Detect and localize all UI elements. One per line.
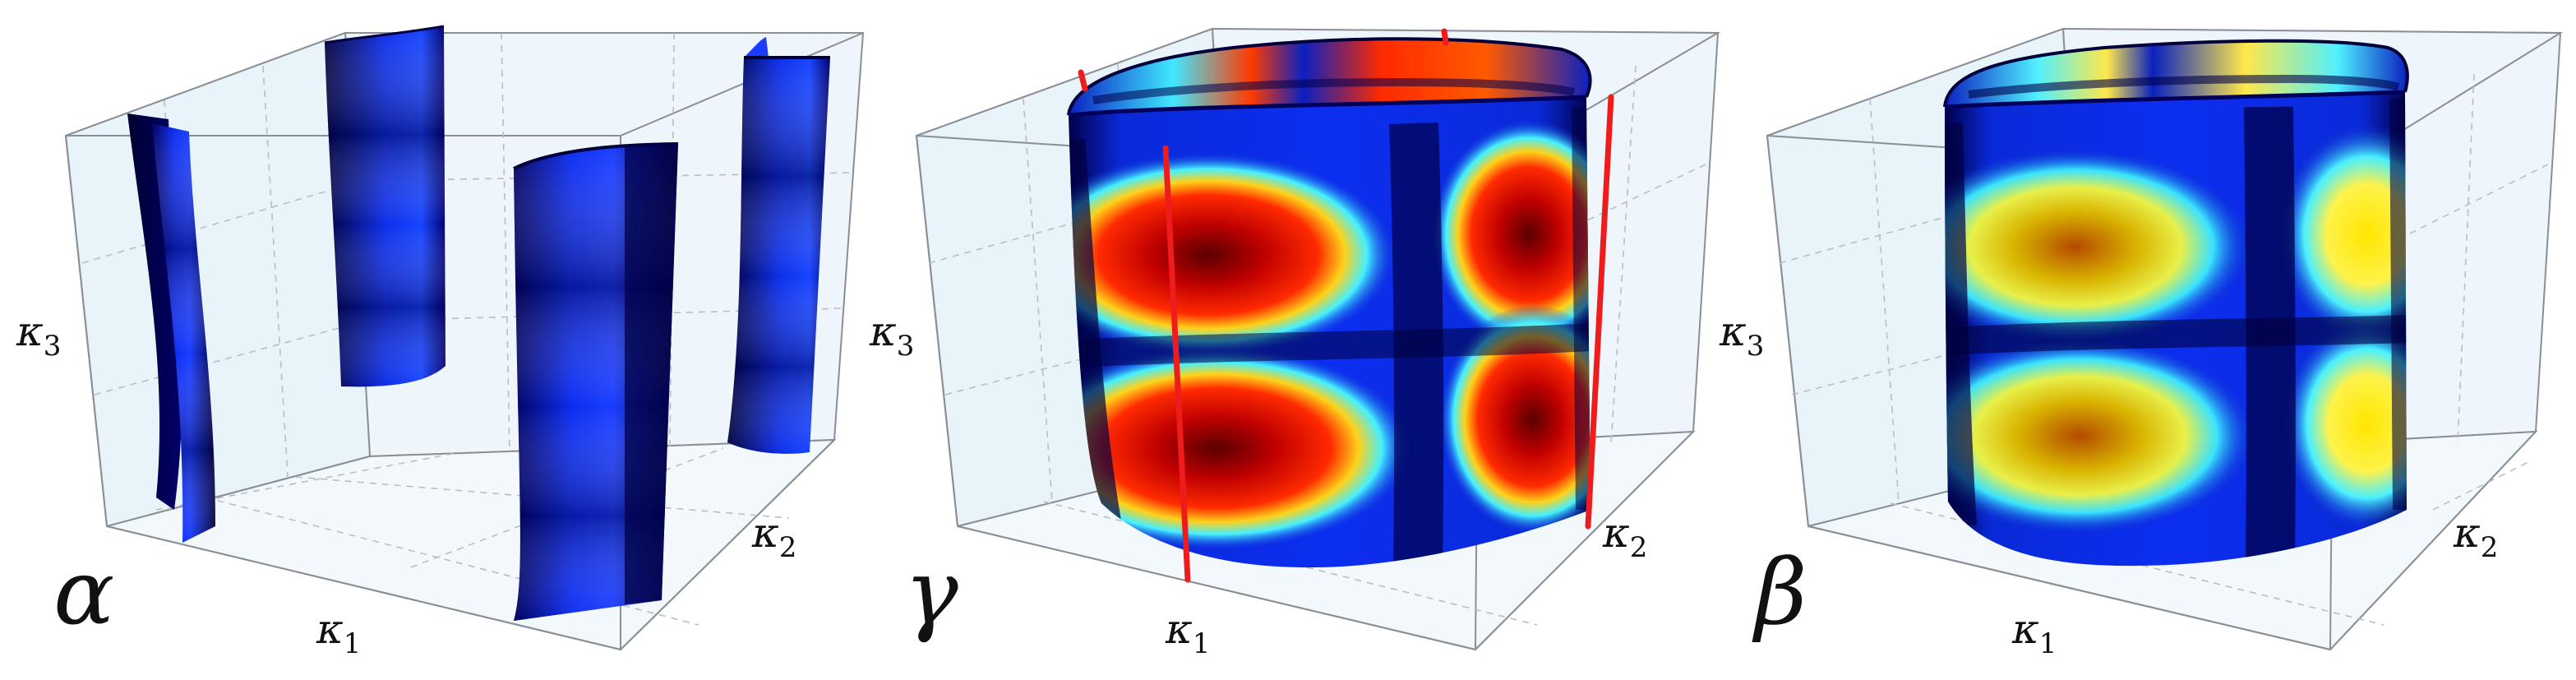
panel-alpha: κ3 κ1 κ2 α (16, 25, 865, 660)
alpha-axis-x-label: κ1 (316, 605, 361, 660)
beta-axis-y-label: κ2 (2453, 509, 2498, 564)
gamma-axis-y-label: κ2 (1602, 509, 1647, 564)
alpha-sheet-left (127, 113, 215, 543)
gamma-surface (1067, 37, 1592, 568)
beta-panel-label: β (1752, 539, 1807, 645)
gamma-line-front (1162, 145, 1191, 583)
gamma-panel-label: γ (904, 539, 958, 645)
gamma-axis-z-label: κ3 (869, 308, 914, 363)
panel-beta: κ3 κ1 κ2 β (1719, 27, 2564, 660)
beta-surface (1943, 39, 2409, 567)
beta-axis-z-label: κ3 (1719, 308, 1764, 363)
gamma-highlight-lines (1078, 28, 1614, 583)
alpha-sheet-right (727, 37, 830, 454)
alpha-axis-z-label: κ3 (16, 308, 61, 363)
alpha-sheet-front (513, 142, 679, 621)
gamma-line-back-left (1078, 69, 1088, 92)
gamma-axis-x-label: κ1 (1165, 605, 1210, 660)
beta-axis-x-label: κ1 (2011, 605, 2057, 660)
alpha-sheet-back (324, 25, 445, 387)
gamma-line-back-top (1441, 28, 1449, 46)
alpha-panel-label: α (53, 539, 114, 645)
gamma-line-right (1585, 94, 1614, 530)
alpha-axis-y-label: κ2 (751, 509, 796, 564)
panel-gamma: κ3 κ1 κ2 γ (869, 27, 1721, 660)
